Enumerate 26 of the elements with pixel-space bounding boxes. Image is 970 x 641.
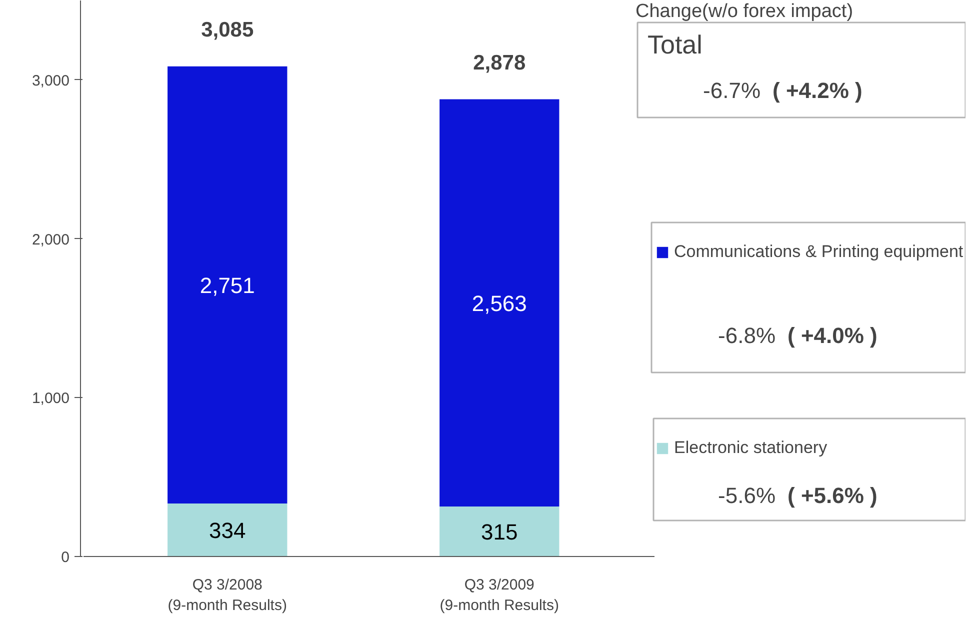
text: ( +5.6% ) <box>788 483 878 508</box>
text: -6.8% <box>718 323 776 348</box>
bar <box>440 506 560 556</box>
bar <box>168 503 288 556</box>
bar <box>168 66 288 504</box>
y-tick-label: 0 <box>61 549 70 566</box>
data-label: 2,563 <box>472 290 527 316</box>
legend-label: Communications & Printing equipment <box>674 242 964 262</box>
annotation: Change(w/o forex impact) <box>636 1 854 22</box>
text: ( +4.0% ) <box>788 323 878 348</box>
data-label: 2,751 <box>200 272 255 298</box>
x-tick-label: Q3 3/2008 (9-month Results) <box>168 576 287 614</box>
total-label: 3,085 <box>201 18 254 42</box>
legend-label: Electronic stationery <box>674 438 828 458</box>
y-tick-label: 3,000 <box>32 72 70 90</box>
bar <box>440 99 560 506</box>
text: -6.7% <box>703 78 761 103</box>
data-label: 334 <box>209 518 246 543</box>
text: -5.6% <box>718 483 776 508</box>
annotation: Total <box>648 30 702 60</box>
text: ( +4.2% ) <box>772 78 862 103</box>
y-tick-label: 1,000 <box>32 390 70 408</box>
x-tick-label: Q3 3/2009 (9-month Results) <box>440 576 559 614</box>
total-label: 2,878 <box>473 51 526 74</box>
data-label: 315 <box>481 519 518 544</box>
y-tick-label: 2,000 <box>32 231 70 248</box>
